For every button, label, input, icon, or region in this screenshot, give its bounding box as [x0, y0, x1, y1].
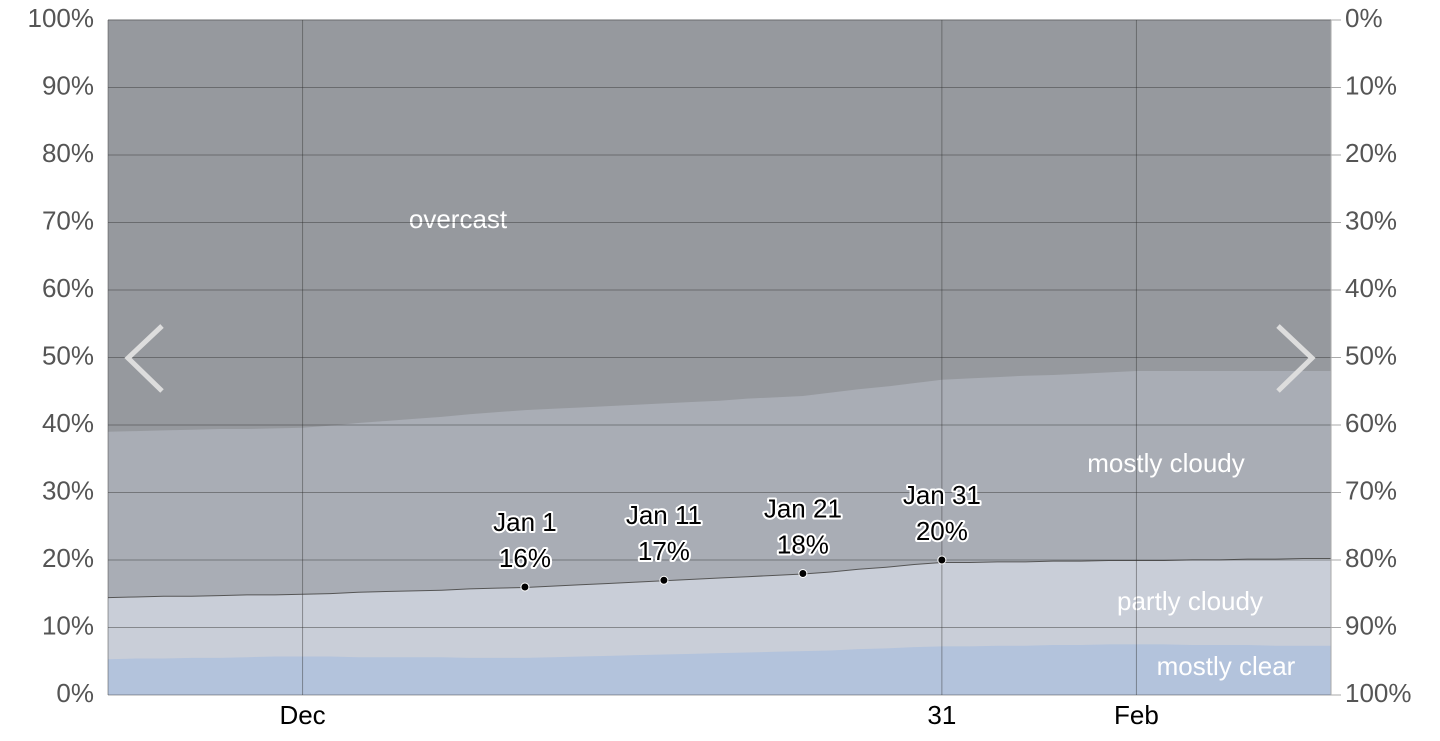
y2-tick-label: 40%	[1345, 273, 1397, 303]
y2-tick-label: 70%	[1345, 475, 1397, 505]
y-tick-label: 100%	[28, 3, 95, 33]
y-tick-label: 50%	[42, 340, 94, 370]
prev-arrow[interactable]	[124, 324, 164, 393]
y2-tick-label: 60%	[1345, 408, 1397, 438]
y2-tick-label: 10%	[1345, 70, 1397, 100]
annotation-date: Jan 1	[493, 507, 557, 537]
annotation-date: Jan 21	[764, 493, 842, 523]
annotation-value: 16%	[499, 543, 551, 573]
area-fill	[108, 20, 1331, 432]
series-label: partly cloudy	[1117, 586, 1263, 616]
y-tick-label: 0%	[56, 678, 94, 708]
annotation-value: 20%	[916, 516, 968, 546]
y-tick-label: 10%	[42, 610, 94, 640]
annotation-value: 18%	[777, 529, 829, 559]
y-tick-label: 40%	[42, 408, 94, 438]
series-label: mostly cloudy	[1087, 448, 1245, 478]
annotation-date: Jan 31	[903, 480, 981, 510]
plot-area	[107, 19, 1331, 695]
y2-tick-label: 80%	[1345, 543, 1397, 573]
series-label: overcast	[409, 204, 508, 234]
annotation-dot	[798, 569, 808, 578]
y-tick-label: 60%	[42, 273, 94, 303]
series-label: mostly clear	[1157, 651, 1296, 681]
y2-tick-label: 30%	[1345, 205, 1397, 235]
y2-tick-label: 20%	[1345, 138, 1397, 168]
area-fill	[108, 371, 1331, 598]
area-fill	[108, 644, 1331, 695]
y-tick-label: 20%	[42, 543, 94, 573]
x-tick-label: Dec	[279, 700, 325, 730]
y-tick-label: 90%	[42, 70, 94, 100]
y2-tick-label: 50%	[1345, 340, 1397, 370]
y2-tick-label: 90%	[1345, 610, 1397, 640]
area-fill	[108, 557, 1331, 660]
annotation-value: 17%	[638, 536, 690, 566]
y-tick-label: 80%	[42, 138, 94, 168]
x-tick-label: 31	[927, 700, 956, 730]
y-tick-label: 70%	[42, 205, 94, 235]
y-tick-label: 30%	[42, 475, 94, 505]
next-arrow[interactable]	[1276, 324, 1316, 393]
annotation-dot	[937, 555, 947, 565]
annotation-dot	[659, 575, 669, 585]
y2-tick-label: 100%	[1345, 678, 1412, 708]
y2-tick-label: 0%	[1345, 3, 1383, 33]
x-tick-label: Feb	[1114, 700, 1159, 730]
annotation-date: Jan 11	[626, 500, 702, 530]
annotation-dot	[520, 582, 530, 592]
